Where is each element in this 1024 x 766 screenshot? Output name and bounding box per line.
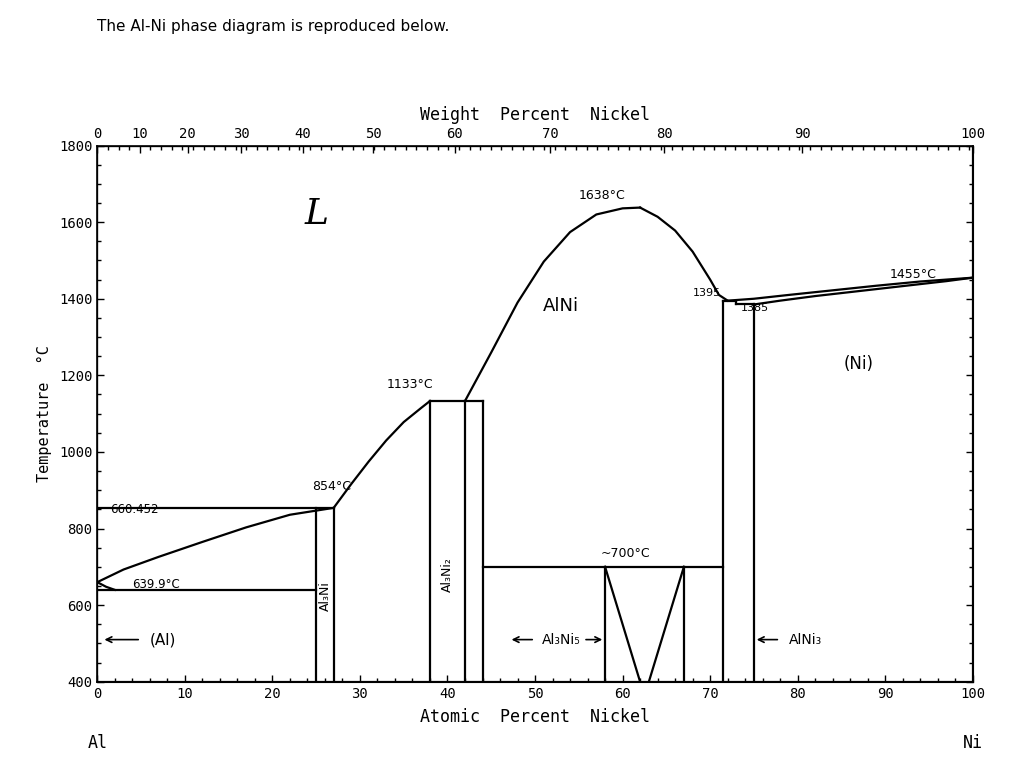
- Text: ~700°C: ~700°C: [601, 547, 650, 560]
- Text: 660.452: 660.452: [111, 503, 159, 516]
- Text: 1385: 1385: [740, 303, 769, 313]
- Text: AlNi: AlNi: [544, 297, 580, 316]
- Text: Al₃Ni₂: Al₃Ni₂: [441, 557, 454, 592]
- Text: 1133°C: 1133°C: [386, 378, 433, 391]
- Text: The Al-Ni phase diagram is reproduced below.: The Al-Ni phase diagram is reproduced be…: [97, 19, 450, 34]
- Text: Al₃Ni: Al₃Ni: [318, 581, 332, 611]
- Text: 1395: 1395: [692, 288, 721, 298]
- X-axis label: Weight  Percent  Nickel: Weight Percent Nickel: [420, 106, 650, 124]
- Text: Al₃Ni₅: Al₃Ni₅: [542, 633, 581, 647]
- Text: AlNi₃: AlNi₃: [788, 633, 822, 647]
- Text: Ni: Ni: [963, 734, 983, 751]
- Text: (Ni): (Ni): [844, 355, 873, 373]
- Text: 1455°C: 1455°C: [890, 269, 937, 281]
- Text: (Al): (Al): [150, 632, 176, 647]
- Text: 1638°C: 1638°C: [579, 189, 626, 202]
- Text: 854°C: 854°C: [311, 480, 351, 493]
- Text: L: L: [304, 198, 328, 231]
- Text: Al: Al: [87, 734, 108, 751]
- Y-axis label: Temperature  °C: Temperature °C: [37, 345, 52, 482]
- Text: 639.9°C: 639.9°C: [132, 578, 180, 591]
- X-axis label: Atomic  Percent  Nickel: Atomic Percent Nickel: [420, 708, 650, 725]
